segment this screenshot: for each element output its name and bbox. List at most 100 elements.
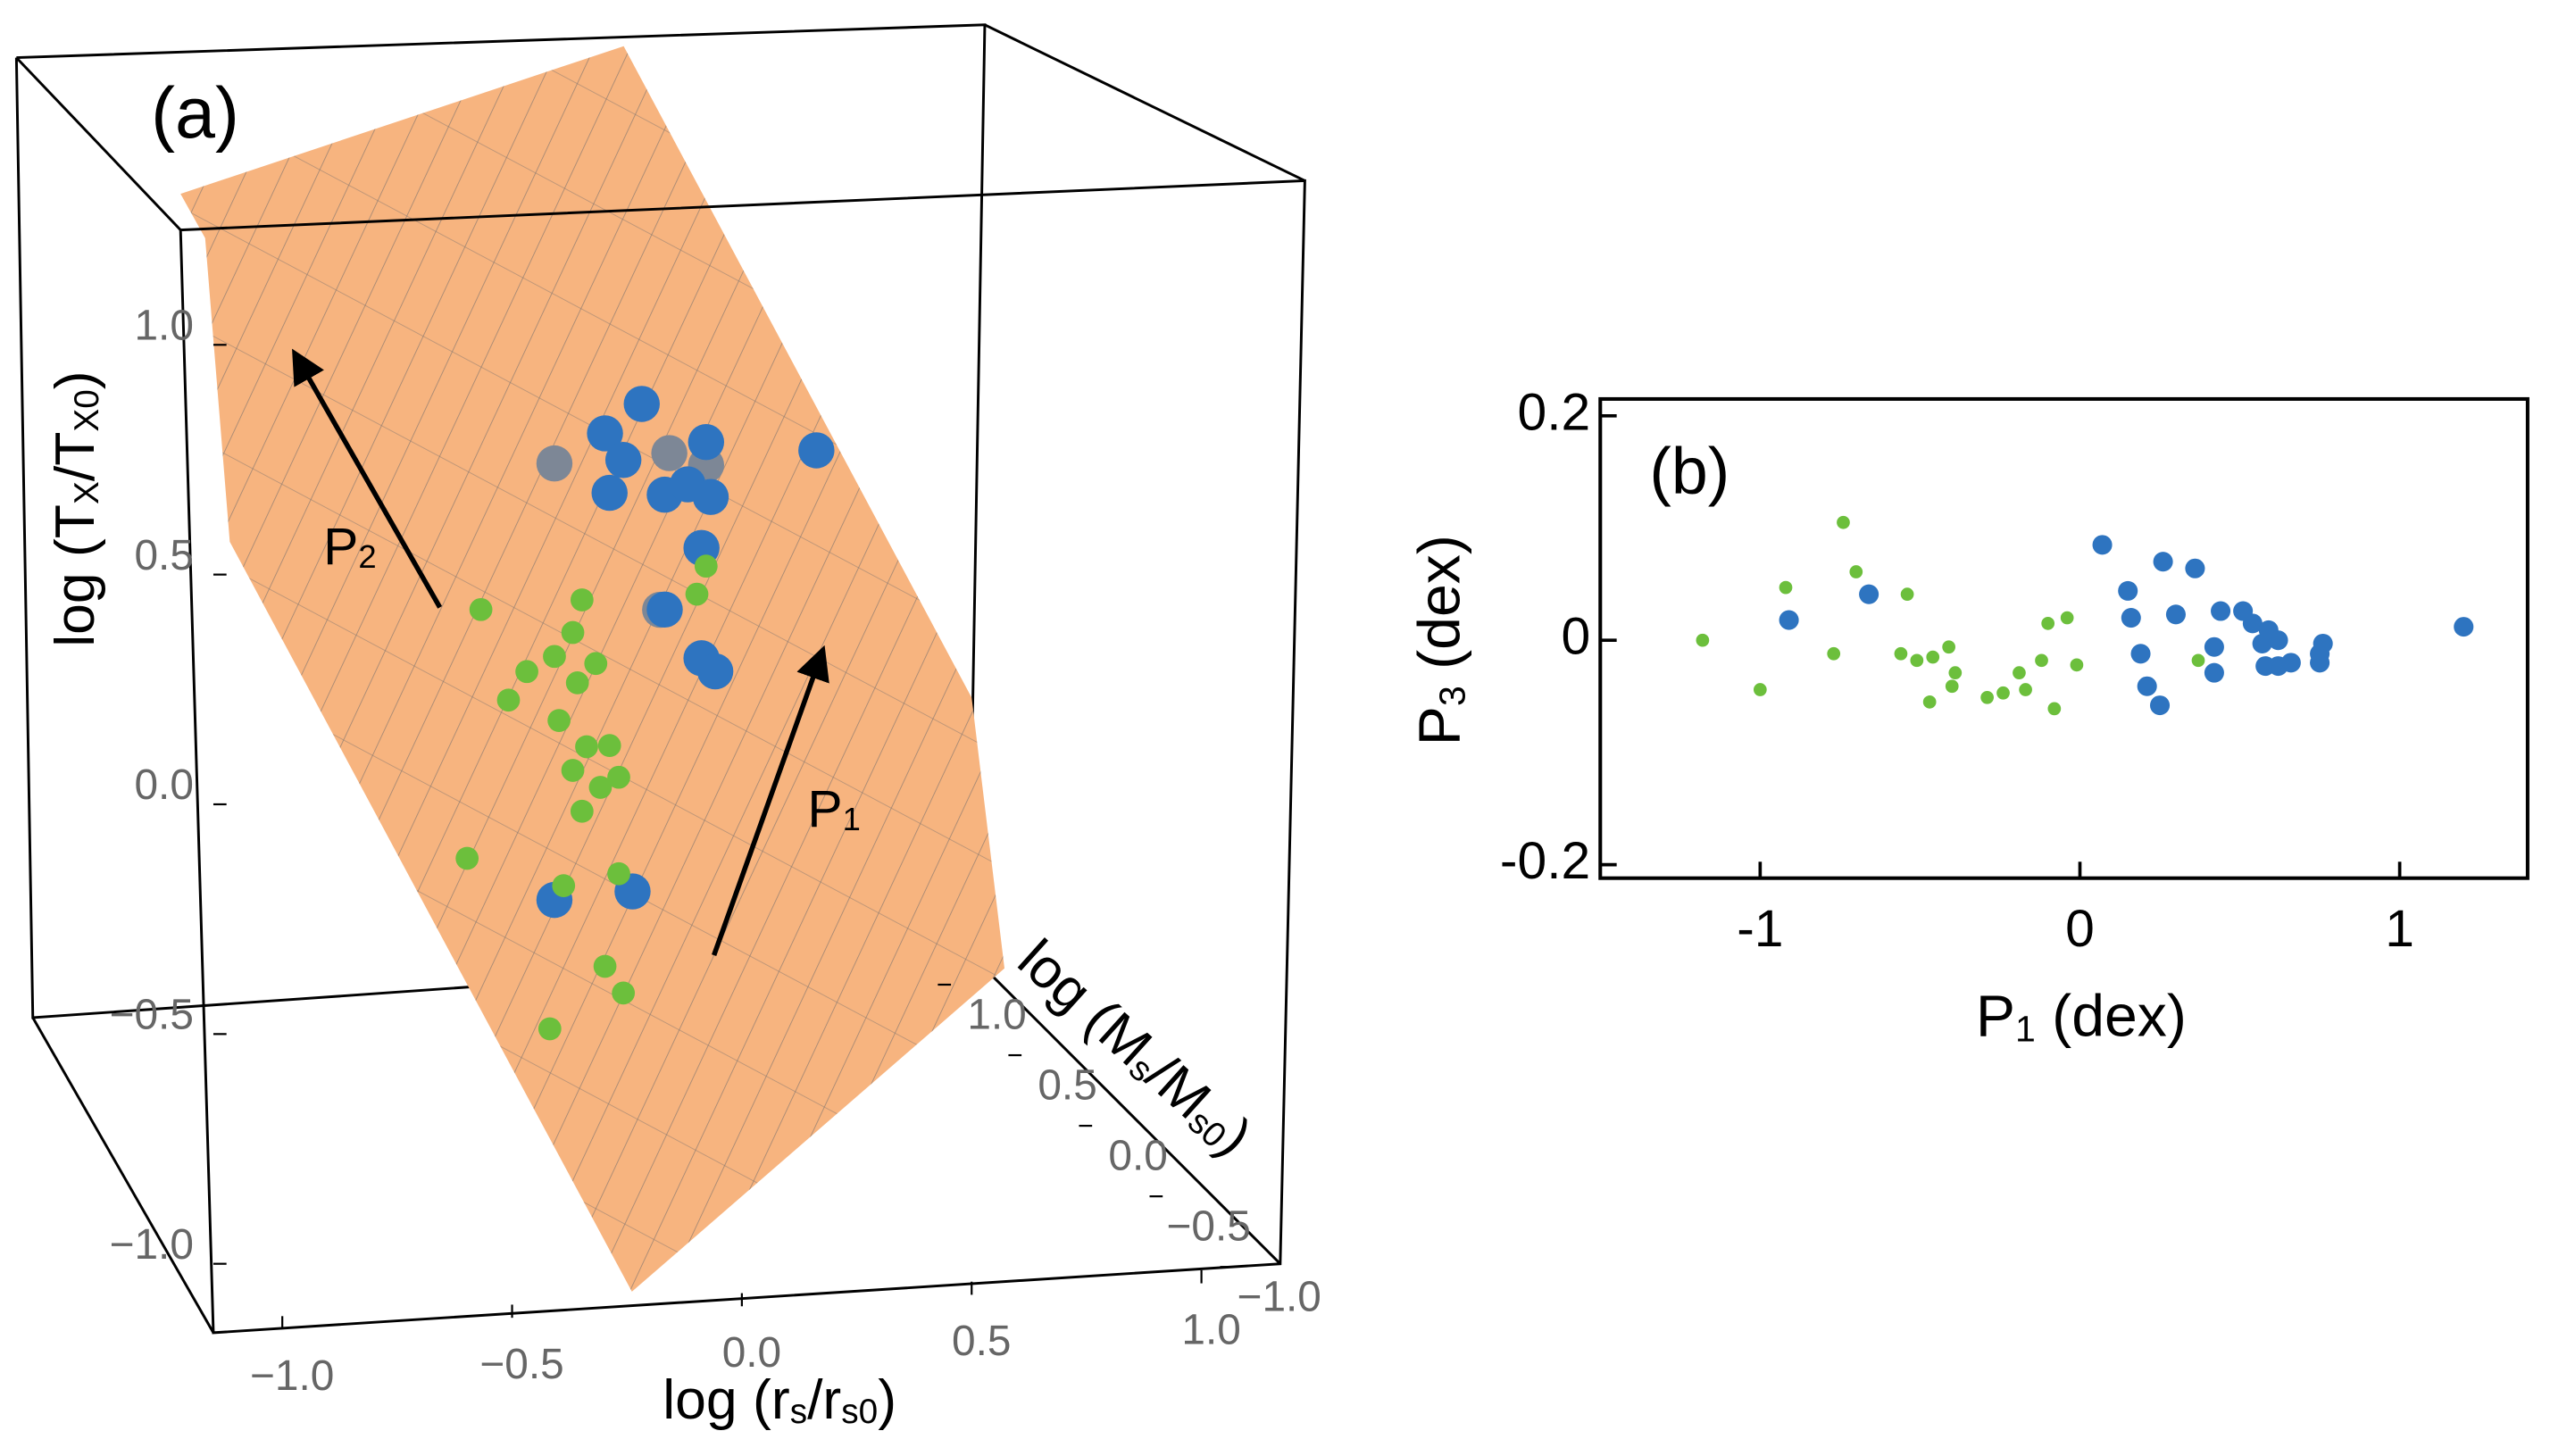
subscript: X (68, 481, 106, 504)
point (1910, 653, 1924, 668)
plot-frame (1598, 396, 2529, 880)
x-tick-label: 0 (2065, 900, 2095, 958)
point (1926, 650, 1940, 664)
point (612, 981, 636, 1005)
z-tick-label: 0.0 (134, 761, 193, 809)
point (2242, 613, 2263, 634)
point (1753, 683, 1767, 696)
point (2149, 695, 2171, 716)
point (685, 582, 709, 606)
point (2092, 535, 2113, 555)
z-tick-label: 1.0 (134, 303, 193, 350)
point (547, 709, 571, 732)
point (646, 591, 683, 628)
point (2268, 630, 2288, 651)
axis-label: log (rs/rs0) (663, 1368, 896, 1430)
point (561, 759, 585, 782)
label-part: P (323, 518, 358, 576)
point (2280, 653, 2301, 673)
axis-label: P1 (807, 780, 861, 838)
point (536, 445, 573, 482)
point (2047, 702, 2062, 716)
point (2130, 644, 2151, 664)
axis-label: P2 (323, 518, 377, 576)
point (696, 653, 734, 690)
point (2204, 662, 2224, 683)
arrow-p2 (292, 348, 443, 609)
label-part: /T (44, 432, 106, 482)
point (515, 660, 538, 684)
y-tick-label: 0.2 (1517, 383, 1590, 441)
point (1900, 587, 1914, 602)
point (2019, 683, 2032, 696)
label-part: ) (878, 1368, 896, 1430)
arrows (292, 348, 829, 957)
x-tick-label: -1 (1737, 900, 1783, 958)
label-part: /r (807, 1368, 841, 1430)
y-tick-label: 1.0 (967, 991, 1026, 1038)
point (604, 442, 642, 478)
point (469, 597, 493, 621)
points-3d (455, 386, 835, 1041)
point (2137, 676, 2157, 696)
subscript: 2 (358, 538, 376, 575)
point (2041, 616, 2055, 630)
subscript: 3 (1432, 686, 1473, 706)
point (2204, 636, 2224, 657)
point (607, 765, 630, 789)
x-tick-label: 0.0 (722, 1329, 781, 1377)
y-tick-label: −1.0 (1238, 1274, 1321, 1321)
subscript: 1 (2015, 1009, 2036, 1050)
point (2070, 658, 2084, 672)
point (575, 735, 598, 759)
point (2013, 666, 2026, 680)
point (1859, 584, 1879, 604)
point (561, 620, 585, 645)
point (455, 846, 479, 870)
point (496, 688, 521, 712)
subscript: s0 (841, 1393, 878, 1431)
point (623, 386, 660, 422)
point (588, 776, 613, 799)
point (2191, 653, 2205, 668)
y-tick-label: 0.0 (1108, 1132, 1167, 1179)
point (565, 671, 589, 695)
point (593, 954, 617, 978)
point (694, 554, 718, 578)
point (651, 435, 688, 471)
y-tick-label: -0.2 (1500, 832, 1590, 890)
point (538, 1017, 562, 1041)
point (1696, 633, 1710, 647)
point (1779, 610, 1799, 630)
label-part: P (807, 780, 842, 838)
label-part: ) (44, 370, 106, 389)
point (1942, 640, 1956, 654)
z-tick-label: −0.5 (110, 992, 194, 1039)
axis-label: P1 (dex) (1976, 984, 2187, 1050)
point (1945, 679, 1959, 694)
z-tick-label: 0.5 (134, 532, 193, 579)
y-tick-label: 0.5 (1038, 1061, 1096, 1109)
point (1996, 686, 2010, 700)
point (591, 474, 628, 512)
point (2211, 601, 2231, 621)
point (1837, 515, 1850, 529)
box-front (15, 23, 1306, 1335)
point (2035, 653, 2048, 668)
x-tick-label: 0.5 (952, 1318, 1011, 1365)
panel-label: (a) (151, 73, 239, 154)
subscript: X0 (68, 389, 106, 431)
point (584, 652, 608, 676)
point (2153, 552, 2173, 572)
label-part: log (M (1006, 928, 1163, 1077)
point (597, 734, 621, 758)
panel-b: -1 0 1-0.200.2(b)P1 (dex)P3 (dex) (1407, 383, 2474, 1050)
subscript: 1 (843, 802, 861, 838)
panel-label: (b) (1649, 434, 1729, 508)
point (1922, 695, 1937, 709)
x-tick-label: −1.0 (250, 1352, 334, 1400)
point (798, 432, 835, 469)
point (2310, 653, 2330, 673)
arrow-p1 (712, 645, 829, 957)
